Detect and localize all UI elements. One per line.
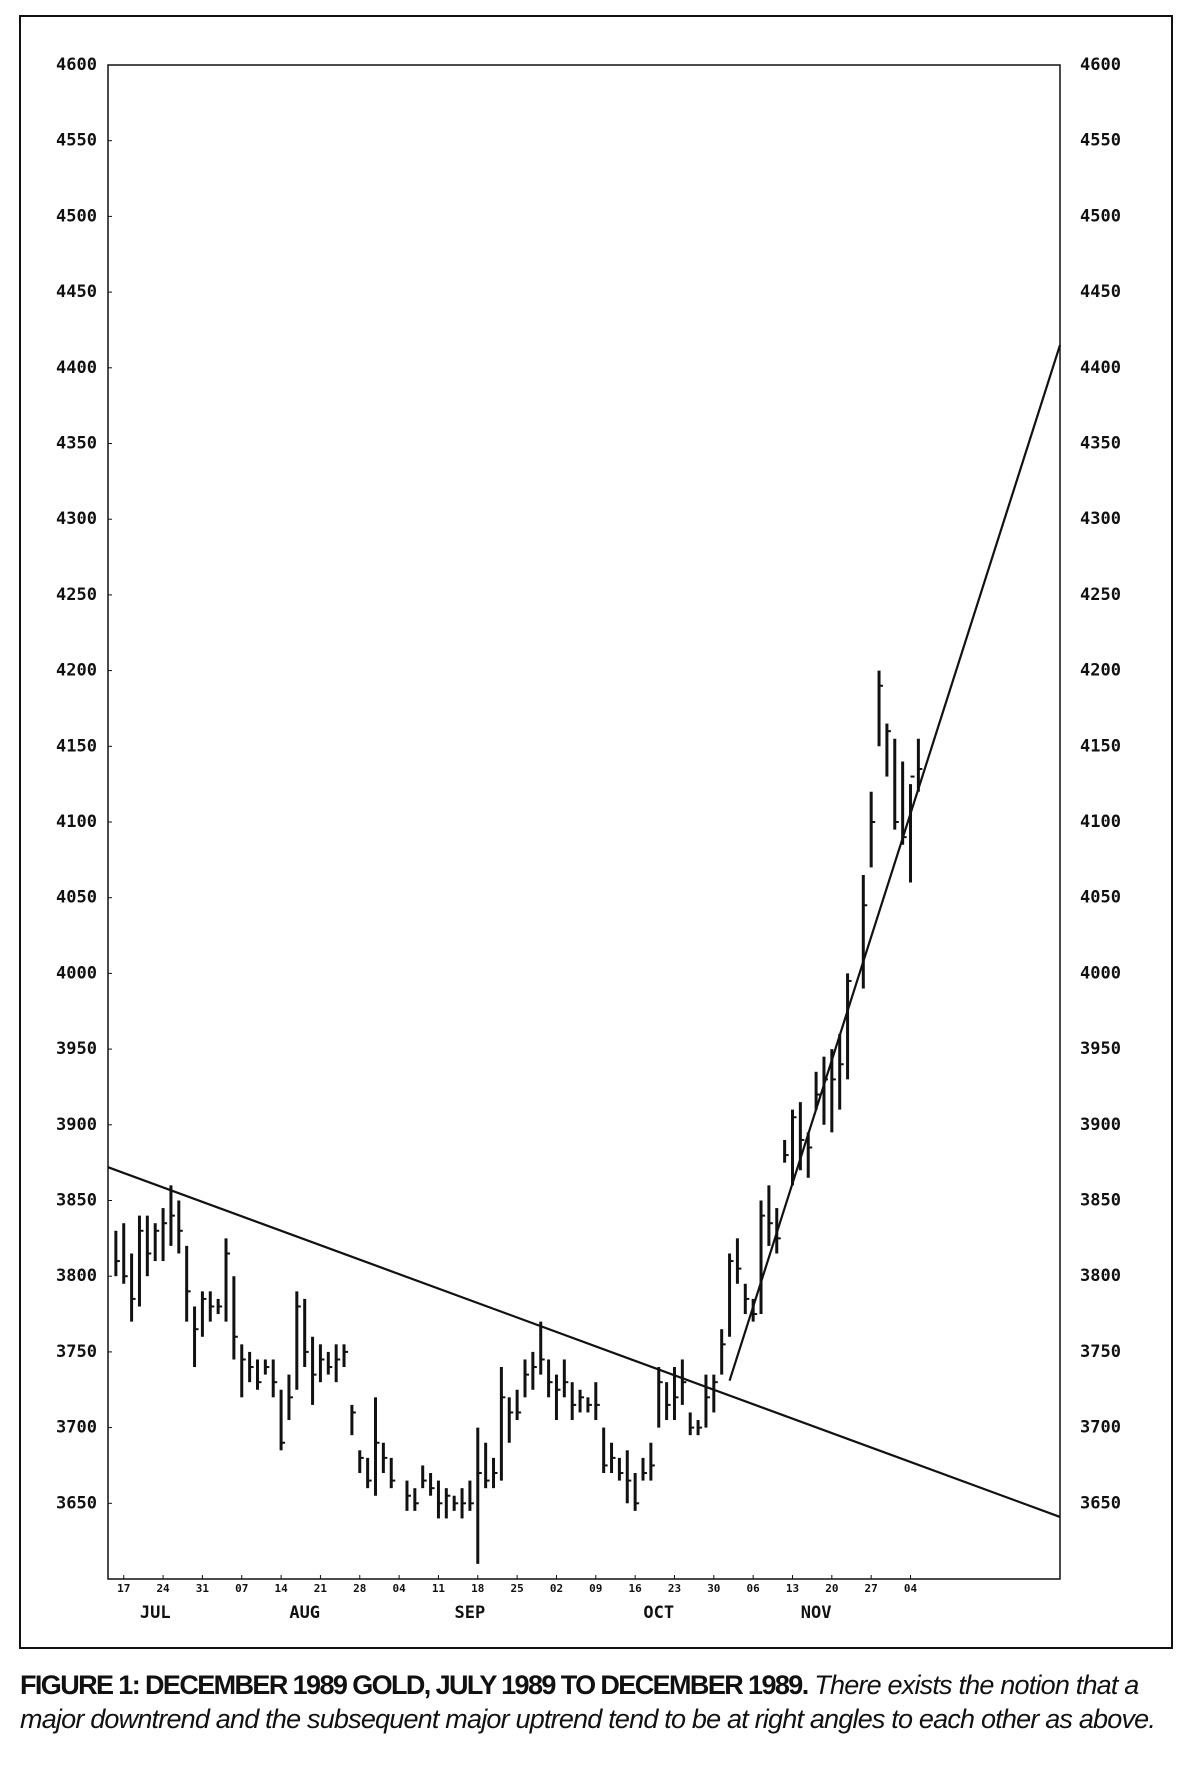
month-label: NOV [801,1603,832,1623]
y2-tick-label: 4400 [1080,358,1121,378]
y2-tick-label: 3700 [1080,1418,1121,1438]
y-tick-label: 3800 [56,1266,97,1286]
y-tick-label: 3850 [56,1191,97,1211]
y2-tick-label: 3800 [1080,1266,1121,1286]
x-tick-label: 09 [589,1582,602,1595]
y2-tick-label: 4300 [1080,509,1121,529]
x-tick-label: 25 [510,1582,523,1595]
y-tick-label: 4000 [56,963,97,983]
y-tick-label: 4500 [56,206,97,226]
x-tick-label: 04 [392,1582,406,1595]
trend-line [107,1166,1061,1518]
chart: 3650 3650 3700 3700 3750 3750 3800 3800 3850 3850… [19,15,1173,1649]
y-tick-label: 4300 [56,509,97,529]
caption-label: FIGURE 1: DECEMBER 1989 GOLD, JULY 1989 … [20,1670,809,1700]
y-tick-label: 3750 [56,1342,97,1362]
x-tick-label: 07 [235,1582,248,1595]
y2-tick-label: 4100 [1080,812,1121,832]
trend-line [728,344,1062,1382]
y-tick-label: 4450 [56,282,97,302]
y-tick-label: 3650 [56,1493,97,1513]
y-tick-label: 3700 [56,1418,97,1438]
month-label: SEP [455,1603,486,1623]
x-tick-label: 21 [314,1582,328,1595]
y2-tick-label: 4600 [1080,55,1121,75]
x-tick-label: 18 [471,1582,484,1595]
y-tick-label: 4050 [56,888,97,908]
x-tick-label: 23 [668,1582,681,1595]
caption-text: There exists the notion that a major dow… [20,1670,1156,1734]
y-tick-label: 4100 [56,812,97,832]
x-tick-label: 04 [904,1582,918,1595]
y2-tick-label: 4250 [1080,585,1121,605]
month-label: AUG [289,1603,320,1623]
y2-tick-label: 3850 [1080,1191,1121,1211]
x-tick-label: 28 [353,1582,366,1595]
y-tick-label: 3900 [56,1115,97,1135]
y-tick-label: 3950 [56,1039,97,1059]
y2-tick-label: 4550 [1080,131,1121,151]
x-tick-label: 11 [432,1582,446,1595]
y-tick-label: 4400 [56,358,97,378]
x-tick-label: 16 [629,1582,643,1595]
y2-tick-label: 3900 [1080,1115,1121,1135]
y2-tick-label: 4500 [1080,206,1121,226]
x-tick-label: 27 [865,1582,878,1595]
y-tick-label: 4350 [56,434,97,454]
y-tick-label: 4550 [56,131,97,151]
y2-tick-label: 4000 [1080,963,1121,983]
month-label: JUL [140,1603,171,1623]
y2-tick-label: 3750 [1080,1342,1121,1362]
x-tick-label: 30 [707,1582,720,1595]
y2-tick-label: 3950 [1080,1039,1121,1059]
figure-frame [19,15,1173,1649]
x-tick-label: 20 [825,1582,838,1595]
y2-tick-label: 4350 [1080,434,1121,454]
caption: FIGURE 1: DECEMBER 1989 GOLD, JULY 1989 … [20,1668,1170,1736]
y2-tick-label: 4150 [1080,736,1121,756]
month-label: OCT [643,1603,674,1623]
y-tick-label: 4600 [56,55,97,75]
y-tick-label: 4150 [56,736,97,756]
y2-tick-label: 3650 [1080,1493,1121,1513]
y2-tick-label: 4200 [1080,661,1121,681]
x-tick-label: 17 [117,1582,130,1595]
y-tick-label: 4250 [56,585,97,605]
y2-tick-label: 4450 [1080,282,1121,302]
x-tick-label: 14 [274,1582,288,1595]
x-tick-label: 31 [196,1582,210,1595]
x-tick-label: 24 [156,1582,170,1595]
x-tick-label: 13 [786,1582,799,1595]
x-tick-label: 02 [550,1582,563,1595]
y-tick-label: 4200 [56,661,97,681]
y2-tick-label: 4050 [1080,888,1121,908]
x-tick-label: 06 [747,1582,761,1595]
